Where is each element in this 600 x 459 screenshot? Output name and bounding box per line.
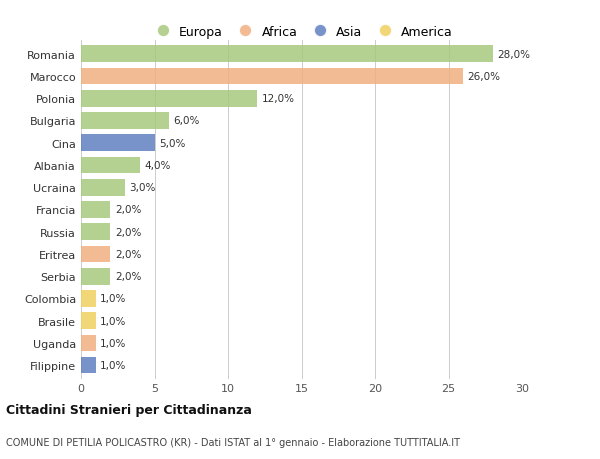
Text: 1,0%: 1,0% xyxy=(100,338,127,348)
Bar xyxy=(81,202,110,218)
Bar xyxy=(81,357,96,374)
Bar xyxy=(81,68,463,85)
Text: COMUNE DI PETILIA POLICASTRO (KR) - Dati ISTAT al 1° gennaio - Elaborazione TUTT: COMUNE DI PETILIA POLICASTRO (KR) - Dati… xyxy=(6,437,460,447)
Bar xyxy=(81,113,169,129)
Text: 1,0%: 1,0% xyxy=(100,360,127,370)
Bar xyxy=(81,46,493,63)
Text: 2,0%: 2,0% xyxy=(115,205,141,215)
Bar xyxy=(81,179,125,196)
Text: 3,0%: 3,0% xyxy=(130,183,156,193)
Bar xyxy=(81,291,96,307)
Text: 12,0%: 12,0% xyxy=(262,94,295,104)
Bar xyxy=(81,268,110,285)
Text: 2,0%: 2,0% xyxy=(115,272,141,281)
Text: 6,0%: 6,0% xyxy=(173,116,200,126)
Bar xyxy=(81,313,96,329)
Text: 26,0%: 26,0% xyxy=(467,72,500,82)
Text: Cittadini Stranieri per Cittadinanza: Cittadini Stranieri per Cittadinanza xyxy=(6,403,252,416)
Bar xyxy=(81,224,110,241)
Text: 4,0%: 4,0% xyxy=(144,161,170,171)
Bar xyxy=(81,157,140,174)
Legend: Europa, Africa, Asia, America: Europa, Africa, Asia, America xyxy=(145,21,458,44)
Bar xyxy=(81,335,96,352)
Text: 28,0%: 28,0% xyxy=(497,50,530,60)
Text: 1,0%: 1,0% xyxy=(100,316,127,326)
Bar xyxy=(81,246,110,263)
Bar xyxy=(81,91,257,107)
Text: 1,0%: 1,0% xyxy=(100,294,127,304)
Bar xyxy=(81,135,155,152)
Text: 2,0%: 2,0% xyxy=(115,249,141,259)
Text: 5,0%: 5,0% xyxy=(159,139,185,148)
Text: 2,0%: 2,0% xyxy=(115,227,141,237)
